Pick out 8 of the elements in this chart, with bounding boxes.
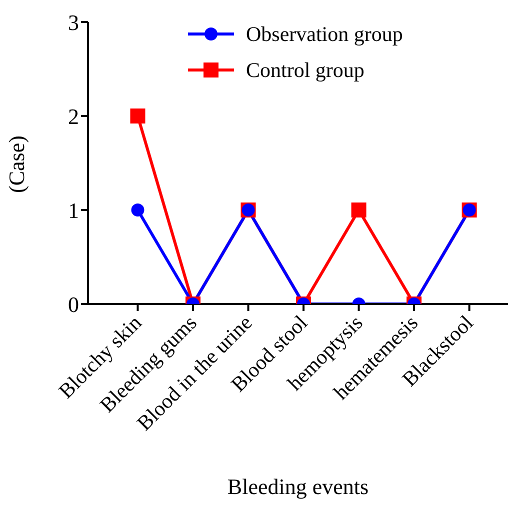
y-tick-label: 0 xyxy=(68,292,79,317)
y-tick-label: 3 xyxy=(68,10,79,35)
y-tick-label: 2 xyxy=(68,104,79,129)
legend-label: Control group xyxy=(246,58,364,82)
y-tick-label: 1 xyxy=(68,198,79,223)
legend-label: Observation group xyxy=(246,22,403,46)
y-axis-title: (Case) xyxy=(4,136,29,193)
x-axis-title: Bleeding events xyxy=(227,474,369,499)
